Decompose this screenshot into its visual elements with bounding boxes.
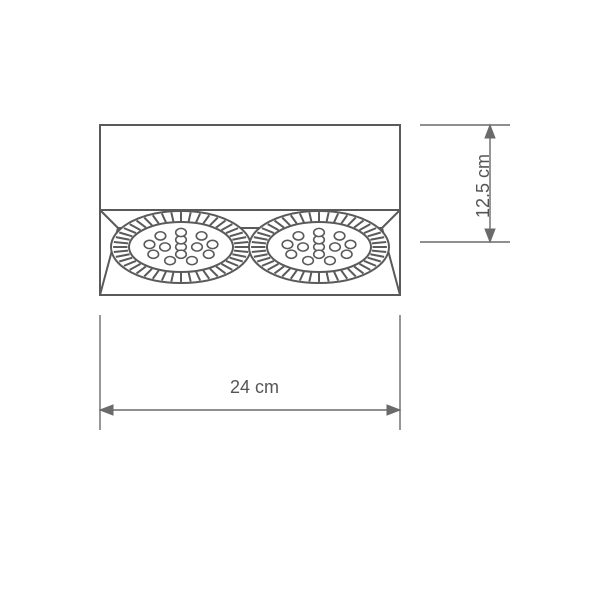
diagram-stage: 24 cm 12.5 cm	[0, 0, 600, 600]
width-dimension-label: 24 cm	[230, 377, 279, 398]
dimension-drawing-svg	[0, 0, 600, 600]
height-dimension-label: 12.5 cm	[473, 154, 494, 218]
